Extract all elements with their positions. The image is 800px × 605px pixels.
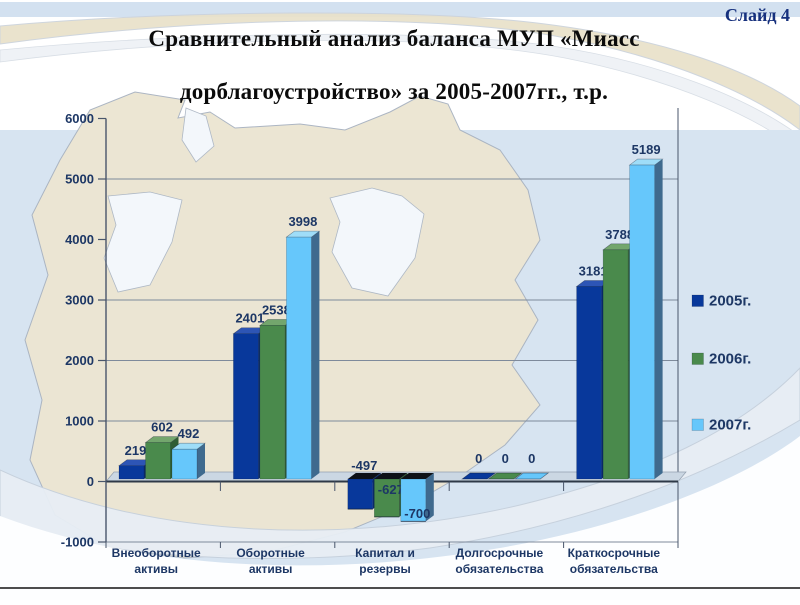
bar-zero-face	[514, 472, 550, 480]
category-label: Капитал и	[355, 546, 415, 560]
bar-2007г.-4: 5189	[628, 142, 664, 480]
bar-side-face	[311, 231, 320, 479]
bar-value-label: 602	[151, 420, 173, 435]
bar-front-face	[347, 478, 374, 510]
bar-top-face	[374, 473, 408, 479]
bar-value-label: 0	[475, 451, 482, 466]
bar-value-label: 2538	[262, 302, 291, 317]
bar-2006г.-3: 0	[487, 451, 523, 480]
y-tick-label: 5000	[65, 172, 94, 187]
bar-value-label: -497	[351, 458, 377, 473]
bar-value-label: 3998	[288, 214, 317, 229]
bar-value-label: -627	[378, 482, 404, 497]
legend-label-2005г.: 2005г.	[709, 293, 751, 310]
top-white-arc	[0, 33, 800, 153]
slide-number-label: Слайд 4	[724, 5, 790, 25]
category-label: Долгосрочные	[456, 546, 544, 560]
y-tick-label: 2000	[65, 353, 94, 368]
category-label: Внеоборотные	[112, 546, 201, 560]
legend-swatch-2007г.	[691, 418, 704, 431]
y-tick-label: 6000	[65, 111, 94, 126]
bar-side-face	[425, 473, 434, 522]
bar-front-face	[259, 325, 286, 480]
legend-swatch-2005г.	[691, 294, 704, 307]
category-label: активы	[249, 562, 293, 576]
bar-front-face	[400, 478, 427, 522]
bar-value-label: 2401	[235, 311, 264, 326]
category-label: Оборотные	[236, 546, 305, 560]
map-lake	[329, 187, 425, 297]
bar-top-face	[347, 473, 381, 479]
bar-front-face	[374, 478, 400, 518]
category-label: активы	[134, 562, 178, 576]
bar-2007г.-2: -700	[400, 473, 434, 522]
bar-side-face	[654, 159, 663, 480]
bar-value-label: 3788	[605, 227, 634, 242]
swoosh-white	[0, 436, 800, 600]
legend-label-2007г.: 2007г.	[709, 417, 751, 434]
bar-zero-face	[487, 472, 523, 480]
bar-front-face	[145, 442, 171, 480]
bar-zero-face	[461, 472, 497, 480]
map-lake	[103, 191, 183, 293]
bar-front-face	[602, 249, 629, 480]
category-label: обязательства	[455, 562, 543, 576]
bar-value-label: 0	[502, 451, 509, 466]
bar-value-label: 492	[178, 426, 200, 441]
bar-front-face	[629, 164, 655, 480]
bottom-rule	[0, 587, 800, 589]
bar-front-face	[576, 286, 602, 480]
y-tick-label: 3000	[65, 293, 94, 308]
bar-value-label: 5189	[632, 142, 661, 157]
legend: 2005г. 2006г. 2007г.	[691, 293, 751, 434]
bar-top-face	[400, 473, 434, 479]
bar-2005г.-3: 0	[461, 451, 497, 480]
category-label: обязательства	[570, 562, 658, 576]
bar-value-label: 219	[125, 443, 147, 458]
y-tick-label: 1000	[65, 414, 94, 429]
bar-front-face	[233, 333, 259, 480]
legend-label-2006г.: 2006г.	[709, 351, 751, 368]
category-label: Краткосрочные	[568, 546, 661, 560]
bar-value-label: 3181	[579, 264, 608, 279]
top-beige-arc	[0, 12, 800, 131]
bar-2007г.-3: 0	[514, 451, 550, 480]
y-tick-label: 4000	[65, 232, 94, 247]
category-label: резервы	[359, 562, 410, 576]
bar-front-face	[118, 465, 145, 480]
bar-2007г.-0: 492	[171, 426, 206, 480]
bar-front-face	[171, 448, 198, 480]
top-blue-strip	[0, 2, 800, 17]
map-lake	[181, 107, 215, 163]
bar-2005г.-2: -497	[347, 458, 381, 510]
bar-value-label: 0	[528, 451, 535, 466]
slide-title-line-1: Сравнительный анализ баланса МУП «Миасс	[148, 26, 640, 51]
bar-2007г.-1: 3998	[285, 214, 321, 480]
swoosh-band	[0, 367, 800, 560]
slide-title-line-2: дорблагоустройство» за 2005-2007гг., т.р…	[179, 79, 609, 104]
y-tick-label: -1000	[61, 535, 94, 550]
bar-front-face	[286, 236, 312, 480]
y-tick-label: 0	[87, 474, 94, 489]
legend-swatch-2006г.	[691, 352, 704, 365]
bar-side-face	[197, 443, 205, 479]
bar-value-label: -700	[404, 506, 430, 521]
